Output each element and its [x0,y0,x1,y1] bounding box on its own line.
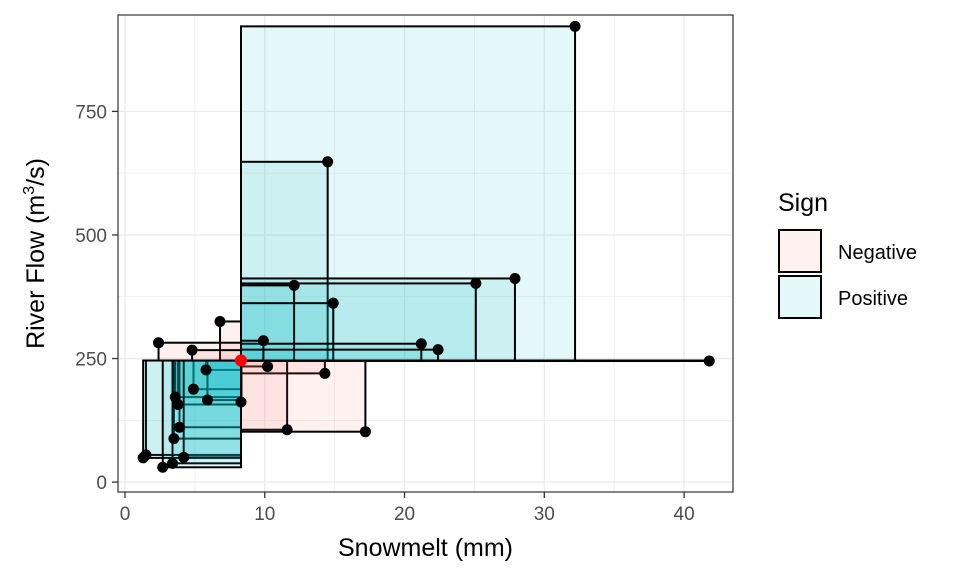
data-point [569,20,581,32]
legend-key-negative [778,229,822,273]
y-tick-label: 500 [75,226,107,247]
data-point [509,272,521,284]
data-point [167,457,179,469]
y-axis-title: River Flow (m3/s) [21,158,50,349]
negative-rectangle [191,349,242,362]
positive-rectangle [161,359,243,469]
data-point [178,451,190,463]
data-point [432,344,444,356]
legend-title: Sign [778,189,828,217]
positive-rectangle [240,25,577,362]
data-point [319,367,331,379]
positive-rectangle [240,348,440,362]
y-tick-label: 0 [96,473,107,494]
positive-rectangle [182,359,242,459]
grid-lines [118,15,733,492]
data-point [153,337,165,349]
data-point [200,364,212,376]
data-point [322,156,334,168]
data-point [174,421,185,433]
y-axis-title-prefix: River Flow (m [22,195,50,349]
mean-point [235,354,247,367]
data-point [288,279,300,291]
data-point [214,315,226,327]
legend-label-negative: Negative [838,242,917,264]
data-point [415,338,427,350]
data-point [172,399,184,411]
y-axis-title-suffix: /s) [22,158,50,186]
legend: Sign Negative Positive [778,189,917,319]
sign-rectangles [142,25,711,469]
data-point [262,360,274,372]
positive-rectangle [240,284,296,362]
positive-rectangle [171,359,243,465]
y-axis-title-superscript: 3 [21,186,38,195]
positive-rectangle [240,277,516,362]
data-points [137,20,715,473]
legend-label-positive: Positive [838,288,908,310]
y-tick-label: 750 [75,102,107,123]
positive-rectangle [206,359,242,402]
x-tick-label: 30 [534,504,555,525]
data-point [157,461,169,473]
data-point [327,297,339,309]
x-tick-label: 40 [674,504,695,525]
data-point [186,344,198,356]
data-point [187,383,199,395]
data-point [359,426,371,438]
data-point [168,433,180,445]
data-point [235,396,247,408]
x-axis-title: Snowmelt (mm) [338,534,513,562]
legend-key-positive [778,275,822,319]
data-point [257,335,269,347]
data-point [703,355,715,367]
positive-rectangle [142,359,242,459]
negative-rectangle [240,359,367,433]
x-tick-label: 0 [120,504,131,525]
positive-rectangle [240,160,329,362]
panel-border [117,14,734,493]
data-point [470,277,482,289]
data-point [137,452,149,464]
data-point [201,394,213,406]
axes: 0 10 20 30 40 0 250 500 750 [75,102,694,525]
data-point [281,424,293,436]
y-tick-label: 250 [75,350,107,371]
x-tick-label: 10 [254,504,275,525]
x-tick-label: 20 [394,504,415,525]
